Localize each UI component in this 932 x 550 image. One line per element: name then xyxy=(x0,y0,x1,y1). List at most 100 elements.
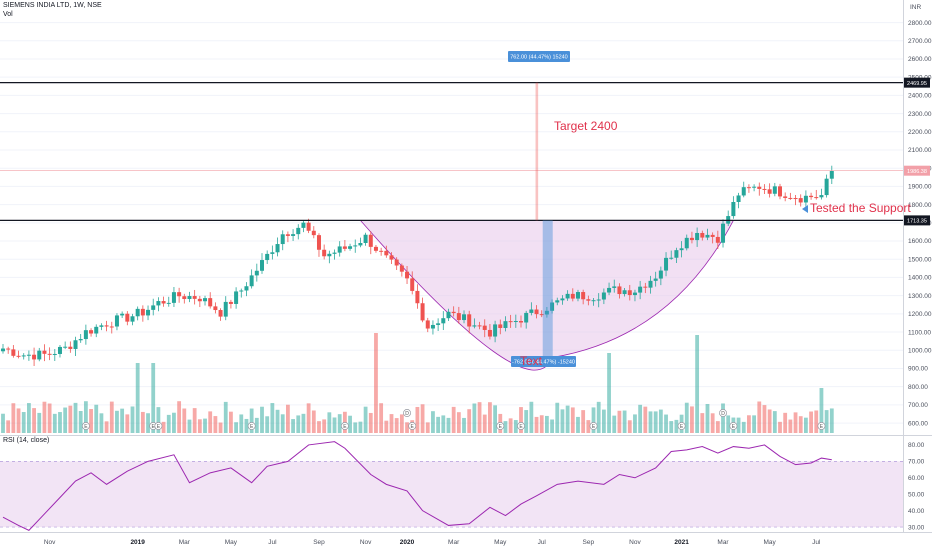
volume-bar xyxy=(560,409,565,433)
candle-body xyxy=(140,308,145,316)
candle-body xyxy=(6,348,11,350)
volume-bar xyxy=(265,416,270,433)
rsi-band xyxy=(0,461,903,528)
candle-body xyxy=(265,253,270,261)
volume-bar xyxy=(607,353,611,433)
candle-body xyxy=(612,286,617,288)
candle-body xyxy=(767,189,772,194)
volume-bar xyxy=(151,363,156,433)
candle-body xyxy=(26,354,31,356)
volume-bar xyxy=(664,414,668,433)
upper-line-price-tag xyxy=(904,77,930,88)
rsi-line xyxy=(2,441,832,531)
volume-bar xyxy=(47,403,52,433)
candle-body xyxy=(109,326,114,328)
volume-bar xyxy=(772,411,777,433)
candle-body xyxy=(399,265,404,272)
volume-bar xyxy=(534,416,539,433)
volume-bar xyxy=(353,422,358,433)
volume-bar xyxy=(1,413,5,433)
candle-body xyxy=(57,346,62,354)
candle-body xyxy=(715,236,720,243)
volume-bar xyxy=(140,411,145,433)
volume-bar xyxy=(741,421,746,433)
volume-bar xyxy=(425,422,430,433)
candle-body xyxy=(218,310,223,317)
volume-bar xyxy=(16,408,21,433)
candle-body xyxy=(544,310,549,315)
candle-body xyxy=(607,287,612,293)
candle-body xyxy=(684,237,689,249)
candle-body xyxy=(591,300,596,302)
price-tick-label: 1800.00 xyxy=(908,202,932,209)
candle-body xyxy=(555,300,560,303)
volume-bar xyxy=(524,410,529,433)
measure-projection xyxy=(535,82,539,221)
price-tick-label: 800.00 xyxy=(908,384,928,391)
last-price-tag xyxy=(904,165,930,176)
candle-body xyxy=(436,323,441,325)
candle-body xyxy=(32,354,37,360)
candle-body xyxy=(384,250,389,256)
candle-body xyxy=(94,326,99,334)
price-axis: 600.00 700.00 800.00 900.00 1000.00 1100.00 12… xyxy=(904,4,932,531)
candle-body xyxy=(487,329,492,337)
volume-bar xyxy=(700,413,705,433)
volume-bar xyxy=(565,405,570,433)
volume-bar xyxy=(125,414,130,433)
candle-body xyxy=(420,303,425,321)
volume-bar xyxy=(104,421,109,433)
rsi-label: RSI (14, close) xyxy=(3,437,50,444)
candle-body xyxy=(601,292,606,300)
candle-body xyxy=(550,302,555,311)
rsi-tick-label: 50.00 xyxy=(908,491,925,498)
candle-body xyxy=(565,293,570,299)
event-marker-text: E xyxy=(84,424,88,430)
event-marker-text: D xyxy=(721,411,725,417)
volume-bar xyxy=(146,413,150,433)
candle-body xyxy=(73,340,78,349)
price-tick-label: 700.00 xyxy=(908,402,928,409)
date-tick-label: May xyxy=(494,539,507,546)
candle-body xyxy=(482,325,487,330)
volume-bar xyxy=(192,408,197,433)
volume-bar xyxy=(322,419,327,433)
measure-tool: 762.00 (44.47%) 15240 -762.00 (-44.47%) -… xyxy=(508,51,576,367)
price-tick-label: 600.00 xyxy=(908,420,928,427)
event-marker xyxy=(719,409,727,417)
candle-body xyxy=(462,314,467,321)
price-tick-label: 1200.00 xyxy=(908,311,932,318)
candle-body xyxy=(83,330,88,340)
event-marker-text: E xyxy=(820,424,824,430)
volume-bar xyxy=(736,417,741,433)
volume-bar xyxy=(513,420,518,433)
candle-body xyxy=(47,353,52,355)
date-tick-label: Jul xyxy=(268,539,277,546)
volume-bar xyxy=(234,422,238,433)
event-marker xyxy=(817,422,826,430)
candle-body xyxy=(363,234,368,243)
candle-body xyxy=(291,234,296,236)
volume-bar xyxy=(804,417,808,433)
volume-bar xyxy=(617,410,622,433)
candle-body xyxy=(358,242,363,246)
horizontal-lines xyxy=(0,82,903,222)
event-marker-text: E xyxy=(343,424,347,430)
volume-bar xyxy=(488,402,492,433)
symbol-title: SIEMENS INDIA LTD, 1W, NSE xyxy=(3,2,102,9)
measure-tag-bottom xyxy=(511,356,576,367)
candle-body xyxy=(306,222,311,231)
volume-bar xyxy=(394,418,399,433)
volume-bar xyxy=(809,411,813,433)
date-tick-label: Nov xyxy=(629,539,641,546)
candle-body xyxy=(689,237,694,241)
volume-bar xyxy=(197,419,202,433)
target-annotation: Target 2400 xyxy=(554,119,618,133)
volume-bar xyxy=(306,403,311,433)
volume-bar xyxy=(244,418,249,433)
volume-bar xyxy=(296,415,301,433)
candle-body xyxy=(627,290,632,296)
volume-bar xyxy=(327,412,332,433)
candle-body xyxy=(783,196,788,198)
